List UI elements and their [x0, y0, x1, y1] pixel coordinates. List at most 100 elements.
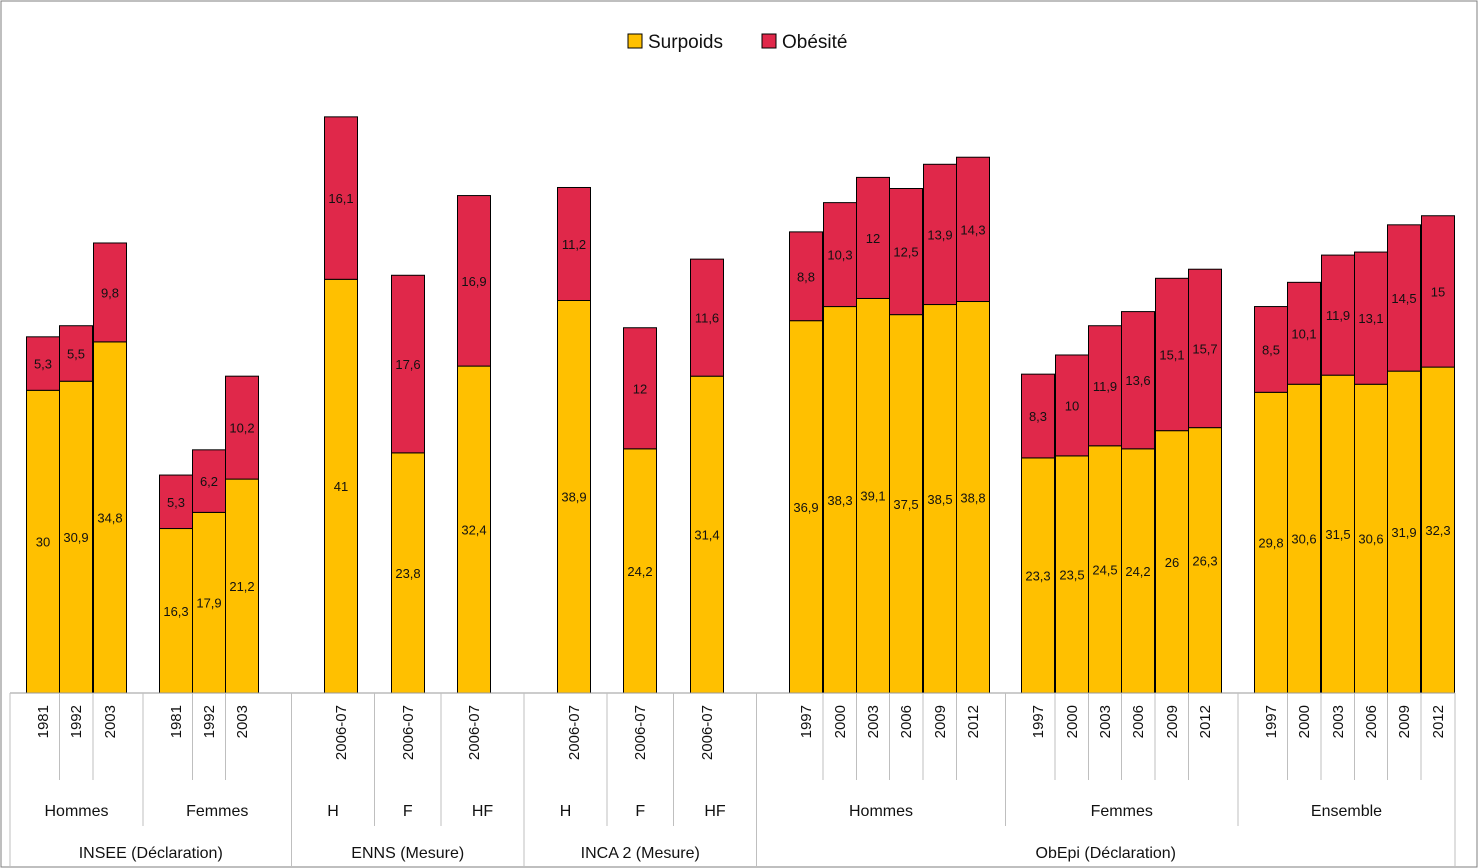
group-label: ENNS (Mesure) — [351, 845, 464, 862]
tick-label: 2003 — [1330, 705, 1347, 738]
data-label-surpoids: 38,8 — [960, 490, 985, 505]
tick-label: 1992 — [201, 705, 218, 738]
data-label-obesite: 11,9 — [1093, 379, 1117, 394]
data-label-obesite: 5,3 — [34, 357, 52, 372]
legend-swatch-obesite — [761, 33, 777, 49]
data-label-surpoids: 36,9 — [793, 500, 818, 515]
bar-obesite — [324, 116, 358, 280]
data-label-surpoids: 38,3 — [827, 493, 852, 508]
bar-surpoids — [1387, 370, 1421, 694]
bar-surpoids — [956, 301, 990, 694]
bar-obesite — [59, 325, 93, 382]
tick-label: 2000 — [832, 705, 849, 738]
data-label-obesite: 15,7 — [1192, 341, 1217, 356]
tick-label: 2009 — [932, 705, 949, 738]
bar-surpoids — [1354, 383, 1388, 694]
bar-obesite — [1387, 224, 1421, 372]
data-label-surpoids: 31,9 — [1391, 525, 1416, 540]
subgroup-label: HF — [472, 803, 494, 820]
data-label-surpoids: 41 — [334, 479, 348, 494]
data-label-obesite: 10,3 — [827, 248, 852, 263]
bar-obesite — [93, 242, 127, 343]
data-label-surpoids: 26 — [1165, 555, 1179, 570]
data-label-surpoids: 30,6 — [1291, 532, 1316, 547]
subgroup-label: Femmes — [1091, 803, 1153, 820]
group-label: INSEE (Déclaration) — [79, 845, 223, 862]
data-label-surpoids: 31,5 — [1325, 527, 1350, 542]
group-label: ObEpi (Déclaration) — [1036, 845, 1177, 862]
data-label-surpoids: 39,1 — [860, 489, 885, 504]
tick-label: 2003 — [865, 705, 882, 738]
bar-obesite — [1254, 306, 1288, 393]
subgroup-label: Hommes — [849, 803, 913, 820]
subgroup-label: H — [327, 803, 339, 820]
legend-label-obesite: Obésité — [782, 32, 847, 53]
bar-obesite — [690, 258, 724, 377]
data-label-obesite: 6,2 — [200, 474, 218, 489]
tick-label: 2009 — [1396, 705, 1413, 738]
legend: Surpoids Obésité — [627, 32, 847, 53]
bar-obesite — [192, 449, 226, 513]
tick-label: 1981 — [35, 705, 52, 738]
data-label-obesite: 14,3 — [960, 222, 985, 237]
tick-label: 2000 — [1296, 705, 1313, 738]
bar-surpoids — [324, 278, 358, 694]
data-label-obesite: 12 — [866, 231, 880, 246]
data-label-obesite: 11,6 — [695, 311, 719, 326]
subgroup-label: HF — [704, 803, 726, 820]
data-label-surpoids: 23,8 — [395, 566, 420, 581]
bar-obesite — [1121, 311, 1155, 450]
data-label-surpoids: 37,5 — [893, 497, 918, 512]
data-label-surpoids: 24,2 — [627, 564, 652, 579]
subgroup-label: H — [560, 803, 572, 820]
data-label-surpoids: 16,3 — [163, 604, 188, 619]
bar-obesite — [1155, 277, 1189, 432]
tick-label: 2012 — [1430, 705, 1447, 738]
data-label-obesite: 13,9 — [927, 227, 952, 242]
tick-label: 2009 — [1164, 705, 1181, 738]
tick-label: 2006 — [1363, 705, 1380, 738]
tick-label: 2006-07 — [632, 705, 649, 760]
data-label-obesite: 17,6 — [395, 357, 420, 372]
tick-label: 1997 — [1263, 705, 1280, 738]
data-label-obesite: 14,5 — [1391, 291, 1416, 306]
subgroup-label: Hommes — [44, 803, 108, 820]
tick-label: 2012 — [965, 705, 982, 738]
data-label-obesite: 8,3 — [1029, 409, 1047, 424]
bar-obesite — [457, 195, 491, 367]
data-label-surpoids: 34,8 — [97, 510, 122, 525]
tick-label: 2012 — [1197, 705, 1214, 738]
bar-obesite — [391, 274, 425, 454]
category-axis: 1981 1992 2003 1981 1992 2003 2006-07 2006-07 20… — [9, 692, 1456, 868]
data-label-surpoids: 26,3 — [1192, 553, 1217, 568]
data-label-surpoids: 29,8 — [1258, 536, 1283, 551]
legend-label-surpoids: Surpoids — [648, 32, 723, 53]
data-label-surpoids: 23,5 — [1059, 567, 1084, 582]
bar-obesite — [889, 188, 923, 316]
subgroup-label: F — [635, 803, 645, 820]
bar-surpoids — [923, 304, 957, 694]
tick-label: 1981 — [168, 705, 185, 738]
bar-obesite — [1354, 251, 1388, 385]
bar-surpoids — [1021, 457, 1055, 694]
bar-surpoids — [823, 306, 857, 694]
bar-obesite — [1421, 215, 1455, 368]
data-label-surpoids: 30 — [36, 535, 50, 550]
data-label-surpoids: 32,3 — [1425, 523, 1450, 538]
data-label-obesite: 5,3 — [167, 495, 185, 510]
data-label-obesite: 15 — [1431, 284, 1445, 299]
bar-surpoids — [159, 528, 193, 694]
data-label-obesite: 5,5 — [67, 346, 85, 361]
data-label-obesite: 12,5 — [893, 245, 918, 260]
data-label-obesite: 11,9 — [1326, 308, 1350, 323]
subgroup-label: Femmes — [186, 803, 248, 820]
data-label-obesite: 9,8 — [101, 285, 119, 300]
bar-surpoids — [1088, 445, 1122, 694]
data-label-surpoids: 38,9 — [561, 490, 586, 505]
bar-obesite — [1188, 268, 1222, 429]
data-label-surpoids: 24,2 — [1125, 564, 1150, 579]
bar-surpoids — [93, 341, 127, 694]
bar-obesite — [1321, 254, 1355, 376]
